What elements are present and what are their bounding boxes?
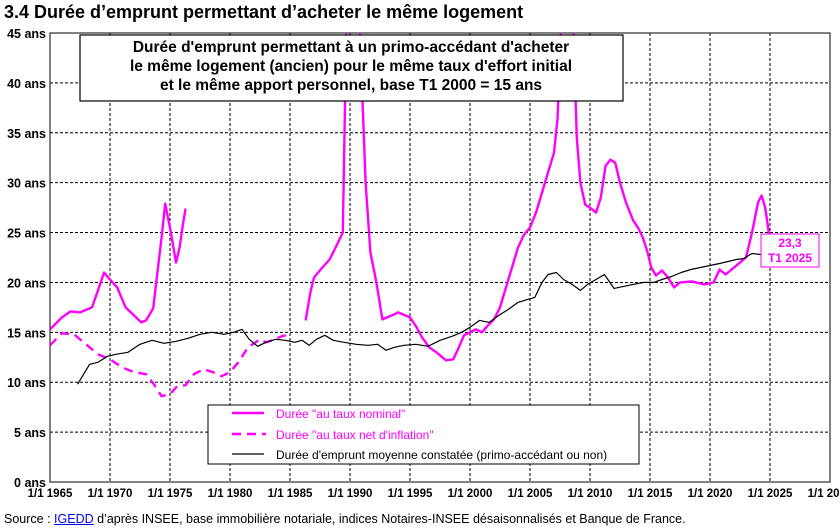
x-tick-label: 1/1 1980 (208, 488, 253, 500)
y-axis-ticks: 0 ans 5 ans 10 ans 15 ans 20 ans 25 ans 30 ans… (7, 27, 46, 490)
page-title: 3.4 Durée d’emprunt permettant d’acheter… (4, 2, 524, 22)
x-tick-label: 1/1 2010 (568, 488, 613, 500)
source-link-igedd[interactable]: IGEDD (54, 512, 94, 526)
y-tick-label: 30 ans (7, 177, 46, 191)
y-tick-label: 20 ans (7, 276, 46, 290)
x-tick-label: 1/1 2005 (508, 488, 553, 500)
x-tick-label: 1/1 2020 (688, 488, 733, 500)
legend: Durée "au taux nominal" Durée "au taux n… (207, 404, 640, 465)
x-tick-label: 1/1 2015 (628, 488, 673, 500)
annotation-value: 23,3 (778, 236, 802, 250)
legend-label-nominal: Durée "au taux nominal" (276, 407, 405, 421)
chart-title-line-2: le même logement (ancien) pour le même t… (130, 58, 572, 75)
x-tick-label: 1/1 1970 (88, 488, 133, 500)
y-tick-label: 5 ans (14, 426, 46, 440)
annotation-date: T1 2025 (768, 251, 812, 265)
x-tick-label: 1/1 1995 (388, 488, 433, 500)
y-tick-label: 0 ans (14, 476, 46, 490)
series (50, 33, 774, 398)
x-tick-label: 1/1 1985 (268, 488, 313, 500)
x-axis-ticks: 1/1 1965 1/1 1970 1/1 1975 1/1 1980 1/1 1985… (28, 488, 840, 500)
series-nominal-line (50, 202, 187, 331)
series-nominal-line (572, 33, 774, 289)
legend-label-constatee: Durée d'emprunt moyenne constatée (primo… (276, 448, 607, 462)
chart-title-box: Durée d'emprunt permettant à un primo-ac… (79, 34, 624, 102)
x-tick-label: 1/1 2030 (808, 488, 840, 500)
chart-title-line-3: et le même apport personnel, base T1 200… (160, 77, 542, 94)
series-inflation-line (50, 332, 291, 398)
chart-title-line-1: Durée d'emprunt permettant à un primo-ac… (133, 39, 569, 56)
y-tick-label: 45 ans (7, 27, 46, 41)
series-nominal-line (304, 33, 348, 321)
x-tick-label: 1/1 1965 (28, 488, 73, 500)
series-nominal-line (358, 33, 563, 362)
source-prefix: Source : (4, 512, 55, 526)
y-tick-label: 25 ans (7, 227, 46, 241)
y-tick-label: 15 ans (7, 326, 46, 340)
y-tick-label: 35 ans (7, 127, 46, 141)
y-tick-label: 10 ans (7, 376, 46, 390)
end-value-annotation: 23,3 T1 2025 (760, 233, 820, 268)
series-constatee-line (77, 251, 773, 385)
source-note: Source : IGEDD d’après INSEE, base immob… (4, 512, 686, 526)
x-tick-label: 1/1 1975 (148, 488, 193, 500)
plot-frame (49, 32, 831, 483)
y-tick-label: 40 ans (7, 77, 46, 91)
source-text: d’après INSEE, base immobilière notarial… (93, 512, 686, 526)
x-tick-label: 1/1 2025 (748, 488, 793, 500)
x-tick-label: 1/1 1990 (328, 488, 373, 500)
legend-label-inflation: Durée "au taux net d'inflation" (276, 428, 434, 442)
x-tick-label: 1/1 2000 (448, 488, 493, 500)
